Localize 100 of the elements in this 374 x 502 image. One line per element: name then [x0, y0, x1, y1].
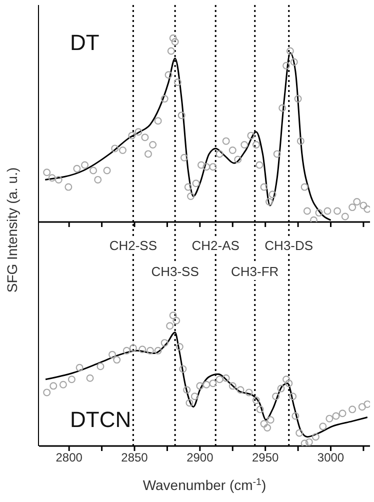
point — [260, 420, 268, 428]
point — [164, 71, 172, 79]
point — [174, 78, 182, 86]
point — [310, 216, 318, 222]
point — [113, 356, 121, 364]
point — [149, 141, 157, 149]
point — [111, 144, 119, 152]
point — [315, 209, 323, 217]
point — [228, 382, 236, 390]
point — [228, 146, 236, 154]
point — [43, 388, 51, 396]
ref-line-label: CH3-FR — [231, 264, 279, 279]
point — [190, 392, 198, 400]
point — [348, 204, 356, 212]
point — [332, 412, 340, 420]
point — [134, 128, 142, 136]
point — [300, 183, 308, 191]
point — [319, 422, 327, 430]
point — [222, 137, 230, 145]
point — [154, 346, 162, 354]
point — [290, 58, 298, 66]
point — [96, 362, 104, 370]
point — [50, 382, 58, 390]
point — [256, 161, 264, 169]
point — [171, 38, 179, 46]
point — [326, 414, 334, 422]
point — [285, 380, 293, 388]
point — [172, 316, 180, 324]
point — [196, 382, 204, 390]
annotation: DTCN — [70, 407, 132, 433]
point — [166, 322, 174, 330]
ref-line-label: CH3-DS — [264, 238, 314, 253]
point — [272, 392, 280, 400]
point — [296, 137, 304, 145]
point — [353, 198, 361, 206]
point — [90, 166, 98, 174]
point — [266, 198, 274, 206]
point — [48, 174, 56, 182]
point — [184, 183, 192, 191]
point — [81, 161, 89, 169]
point — [141, 134, 149, 142]
point — [245, 388, 253, 396]
point — [364, 205, 370, 213]
point — [183, 386, 191, 394]
point — [236, 386, 244, 394]
point — [154, 117, 162, 125]
x-tick-label: 2900 — [186, 450, 214, 465]
point — [273, 150, 281, 158]
point — [268, 190, 276, 198]
ref-line-label: CH2-AS — [192, 238, 240, 253]
point — [341, 212, 349, 220]
point — [160, 339, 168, 347]
point — [324, 207, 332, 215]
point — [348, 406, 356, 414]
point — [202, 380, 210, 388]
point — [54, 176, 62, 184]
point — [118, 146, 126, 154]
point — [209, 380, 217, 388]
point — [222, 374, 230, 382]
x-tick-label: 2800 — [56, 450, 83, 465]
point — [296, 429, 304, 437]
point — [178, 112, 186, 120]
point — [187, 192, 195, 200]
point — [334, 207, 342, 215]
point — [264, 424, 272, 432]
point — [294, 95, 302, 103]
point — [289, 392, 297, 400]
point — [73, 164, 81, 172]
point — [59, 380, 67, 388]
point — [303, 207, 311, 215]
point — [282, 62, 290, 70]
point — [240, 141, 248, 149]
point — [292, 412, 300, 420]
point — [312, 433, 320, 441]
point — [234, 156, 242, 164]
point — [169, 312, 177, 320]
point — [256, 406, 264, 414]
ref-line-label: CH3-SS — [151, 264, 200, 279]
point — [138, 346, 146, 354]
point — [43, 168, 51, 176]
point — [144, 150, 152, 158]
point — [247, 132, 255, 140]
point — [68, 376, 76, 384]
point — [169, 34, 177, 42]
annotation: DT — [70, 30, 100, 56]
point — [128, 132, 136, 140]
point — [286, 47, 294, 55]
y-axis-title: SFG Intensity (a. u.) — [4, 167, 20, 293]
point — [76, 364, 84, 372]
point — [216, 376, 224, 384]
point — [86, 374, 94, 382]
point — [64, 183, 72, 191]
point — [278, 104, 286, 112]
point — [176, 343, 184, 351]
point — [160, 95, 168, 103]
point — [209, 163, 217, 171]
point — [192, 180, 200, 188]
point — [358, 403, 366, 411]
point — [364, 400, 370, 408]
point — [260, 183, 268, 191]
